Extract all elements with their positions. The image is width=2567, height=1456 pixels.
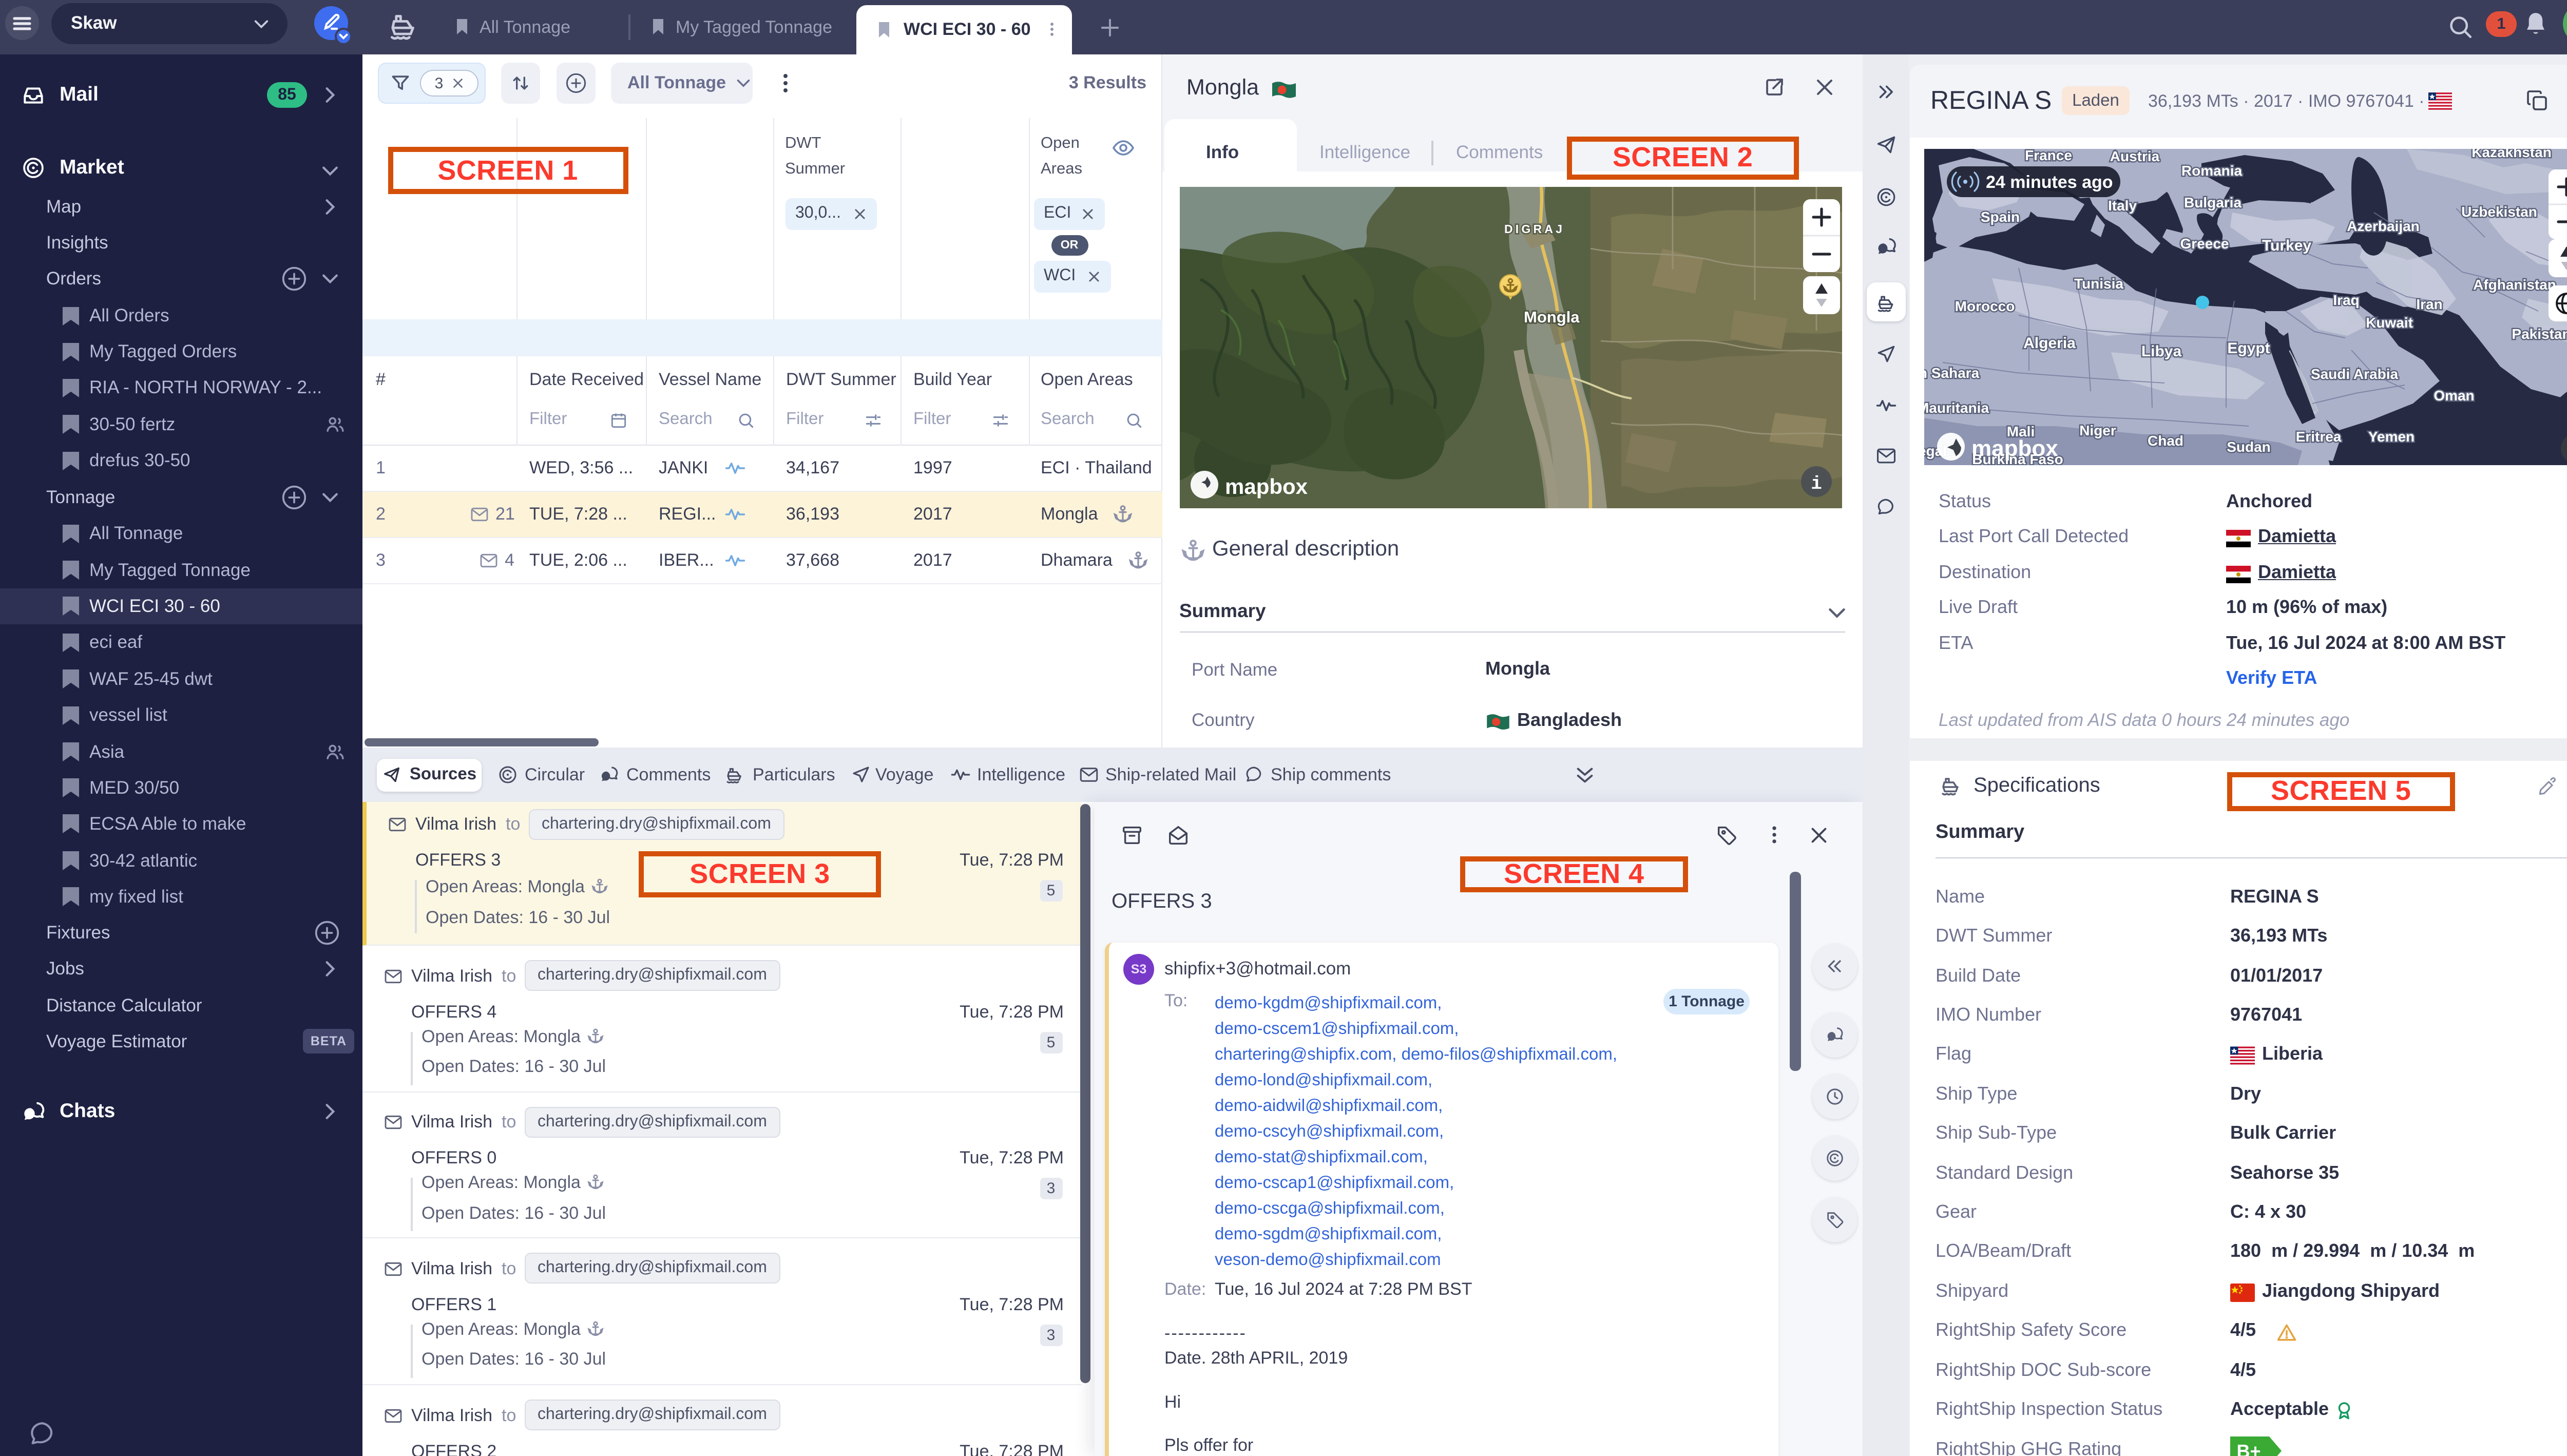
svg-text:Oman: Oman [2434,388,2474,404]
svg-text:Niger: Niger [2079,423,2116,438]
svg-text:Mali: Mali [2007,424,2035,439]
svg-text:Morocco: Morocco [1955,298,2015,314]
svg-text:mapbox: mapbox [1224,474,1308,499]
svg-text:Spain: Spain [1981,209,2020,225]
svg-text:Mongla: Mongla [1523,308,1579,326]
svg-text:France: France [2025,149,2072,163]
svg-text:Pakistan: Pakistan [2512,326,2567,342]
svg-text:Turkey: Turkey [2262,237,2311,254]
svg-text:Kazakhstan: Kazakhstan [2472,149,2552,160]
svg-text:mapbox: mapbox [1971,436,2058,461]
svg-text:Romania: Romania [2181,163,2243,179]
svg-text:Iraq: Iraq [2333,292,2359,308]
svg-text:DIGRAJ: DIGRAJ [1504,222,1564,236]
svg-text:Uzbekistan: Uzbekistan [2461,204,2537,220]
svg-text:Italy: Italy [2108,198,2137,214]
svg-text:Egypt: Egypt [2227,340,2270,357]
svg-text:Austria: Austria [2110,149,2160,164]
svg-text:Sudan: Sudan [2227,439,2271,455]
svg-text:Azerbaijan: Azerbaijan [2347,218,2420,234]
svg-text:Mauritania: Mauritania [1924,400,1989,416]
svg-text:Burkina Faso: Burkina Faso [1972,451,2063,465]
svg-text:24 minutes ago: 24 minutes ago [1986,173,2113,192]
svg-text:Chad: Chad [2148,433,2183,449]
svg-text:n Sahara: n Sahara [1924,365,1980,381]
svg-text:Kuwait: Kuwait [2366,315,2413,331]
svg-text:Algeria: Algeria [2023,335,2076,352]
svg-text:Afghanistan: Afghanistan [2473,277,2556,293]
svg-text:Bulgaria: Bulgaria [2184,195,2242,210]
svg-text:Eritrea: Eritrea [2296,429,2342,445]
svg-text:Yemen: Yemen [2368,429,2415,445]
svg-text:B+: B+ [2236,1441,2261,1456]
svg-text:Greece: Greece [2180,236,2229,252]
svg-text:i: i [1811,473,1822,494]
svg-text:Iran: Iran [2416,296,2442,312]
svg-text:Tunisia: Tunisia [2074,276,2123,292]
svg-text:Saudi Arabia: Saudi Arabia [2311,366,2399,382]
svg-text:Libya: Libya [2141,343,2182,360]
